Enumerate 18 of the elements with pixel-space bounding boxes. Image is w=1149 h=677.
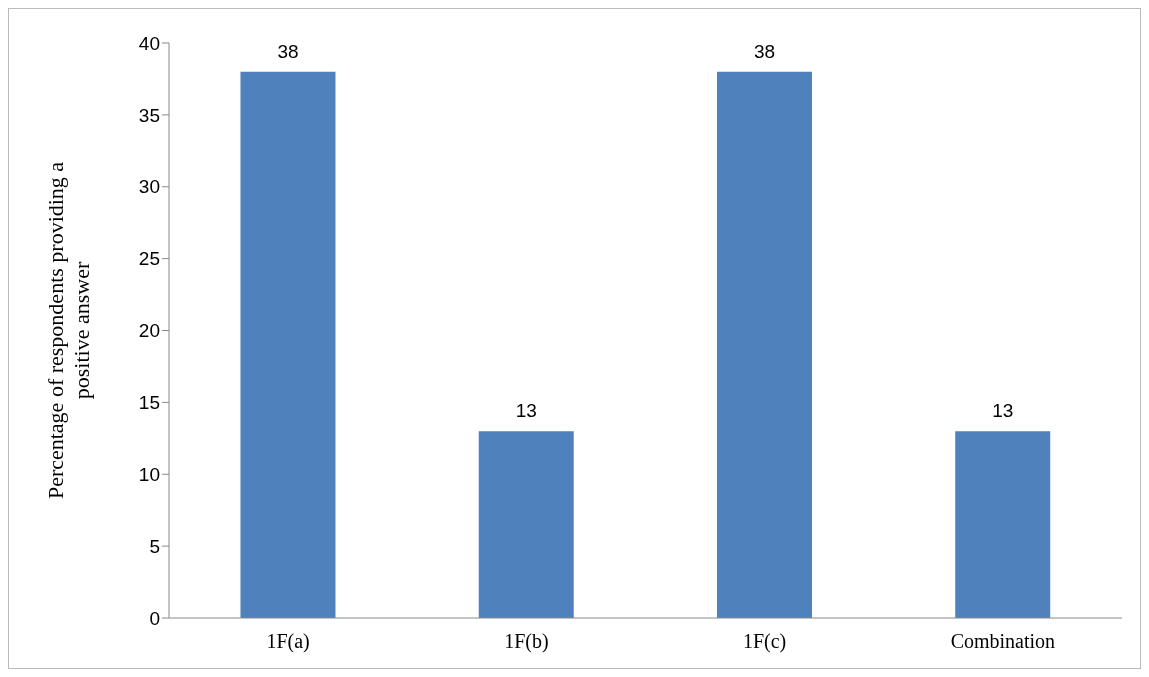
- y-tick-label: 25: [138, 248, 160, 270]
- data-label: 38: [277, 40, 299, 62]
- data-label: 13: [992, 400, 1014, 422]
- y-tick-label: 5: [149, 535, 160, 557]
- y-tick-label: 30: [138, 176, 160, 198]
- y-tick-label: 40: [138, 32, 160, 54]
- y-axis-title: Percentage of respondents providing a positive answer: [43, 161, 94, 500]
- x-tick-label: 1F(b): [504, 630, 549, 654]
- y-tick-label: 0: [149, 607, 160, 629]
- x-tick-label: Combination: [950, 630, 1056, 653]
- y-tick-label: 20: [138, 320, 160, 342]
- y-tick-label: 10: [138, 463, 160, 485]
- y-tick-label: 35: [138, 104, 160, 126]
- data-label: 38: [753, 40, 776, 62]
- x-tick-label: 1F(a): [266, 630, 310, 654]
- data-label: 13: [515, 400, 537, 422]
- y-tick-label: 15: [138, 392, 160, 414]
- x-tick-label: 1F(c): [742, 630, 787, 654]
